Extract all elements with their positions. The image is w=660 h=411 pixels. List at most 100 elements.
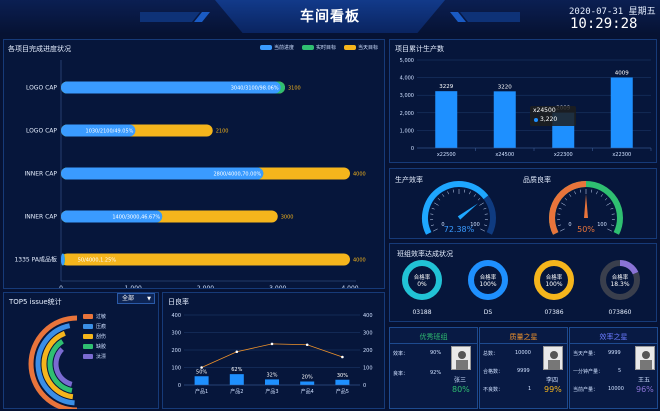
ring-label: 合格率	[546, 273, 563, 281]
gauge-progress	[549, 181, 587, 235]
bar-progress-label: 50/4000,1.25%	[78, 258, 116, 264]
y-tick-label: 0	[178, 383, 181, 389]
production-panel-title: 项目累计生产数	[395, 45, 444, 53]
card-person: 王五	[638, 377, 651, 384]
gauge-tick	[611, 224, 615, 226]
card-row-value: 5	[618, 368, 622, 374]
bar-target-label: 3000	[281, 215, 294, 221]
yield-value-label: 62%	[231, 367, 242, 373]
card-row-value: 10000	[515, 350, 531, 356]
yield-line-point	[235, 350, 239, 354]
issue-legend-label: 压痕	[96, 324, 107, 330]
gauge-tick	[473, 194, 476, 197]
issue-swatch-2	[83, 334, 93, 339]
gauge-tick	[604, 197, 608, 201]
issue-arc	[47, 339, 73, 393]
y-tick-label: 300	[171, 331, 181, 337]
issue-legend-label: 刮伤	[96, 334, 107, 340]
bar-current-progress	[61, 253, 65, 266]
card-title: 效率之星	[599, 333, 628, 341]
card-divider	[390, 343, 477, 344]
x-tick-label: x24500	[495, 152, 514, 158]
yield-value-label: 20%	[302, 375, 313, 381]
quality-gauge: 0 100	[549, 181, 623, 235]
gauge-tick	[557, 224, 561, 226]
category-label: LOGO CAP	[26, 128, 57, 135]
x-tick-label: 0	[59, 285, 63, 288]
category-label: 1335 PA成品板	[14, 256, 57, 264]
legend-swatch-current	[260, 45, 272, 50]
bar-current-progress	[61, 81, 281, 94]
yield-chart: 0 0 100 100 200 200 300 300 400 400 50% 产品1 62% 产品2 32…	[171, 313, 372, 395]
card-percent: 96%	[636, 385, 654, 394]
gauge-tick	[606, 202, 611, 206]
yield-line-point	[270, 342, 274, 346]
yield-bar	[335, 379, 350, 385]
production-value-label: 3220	[498, 84, 512, 90]
yield-panel-title: 日良率	[168, 298, 189, 306]
y-tick-label: 2,000	[400, 111, 414, 117]
card-efficiency-star: 效率之星 当天产量： 9999 一分钟产量： 5 当前产量： 10000 王五 …	[569, 327, 658, 409]
gauge-tick	[607, 228, 612, 232]
left-header-deco	[140, 12, 210, 22]
yield-value-label: 32%	[266, 372, 277, 378]
gauge-tick	[469, 191, 471, 195]
ring-name: 07386	[544, 309, 563, 316]
issue-rose-chart	[28, 315, 78, 409]
x-tick-label: 1,000	[125, 285, 142, 288]
issue-swatch-1	[83, 324, 93, 329]
ring-label: 合格率	[480, 273, 497, 281]
legend-swatch-realtime	[302, 45, 314, 50]
issue-arc	[53, 347, 73, 387]
legend-label-current: 当前进度	[274, 45, 295, 51]
issue-swatch-0	[83, 314, 93, 319]
y-tick-label: 200	[171, 348, 181, 354]
progress-chart: 0 1,000 2,000 3,000 4,000 LOGO CAP 3040/3100/9…	[14, 60, 366, 288]
gauge-max-label: 100	[470, 222, 480, 228]
bar-current-progress	[61, 124, 136, 137]
bar-progress-label: 1030/2100/49.05%	[86, 129, 134, 135]
card-row-label: 当前产量：	[573, 387, 599, 393]
gauge-min-label: 0	[441, 222, 444, 228]
issue-panel-title: TOP5 issue统计	[9, 298, 62, 306]
issue-legend-label: 缺胶	[96, 344, 107, 350]
production-bar	[435, 91, 458, 148]
gauge-tick	[447, 191, 449, 195]
ring-label: 合格率	[612, 273, 629, 281]
quality-title: 品质良率	[523, 176, 551, 184]
gauge-tick	[464, 189, 466, 193]
issue-legend-label: 过敏	[96, 314, 107, 320]
quality-value: 50%	[577, 225, 595, 234]
efficiency-gauge: 0 100	[422, 181, 496, 235]
right-header-deco	[450, 12, 520, 22]
ring-name: DS	[484, 309, 493, 316]
y-tick-label: 100	[171, 366, 181, 372]
y-tick-label: 400	[171, 313, 181, 319]
card-title: 质量之星	[509, 333, 538, 341]
ring-progress	[468, 260, 508, 300]
x-tick-label: 产品3	[265, 388, 278, 395]
efficiency-value: 72.38%	[443, 225, 475, 234]
x-tick-label: 产品4	[301, 388, 314, 395]
issue-arc	[35, 323, 75, 406]
legend-swatch-daily	[344, 45, 356, 50]
issue-legend: 过敏 压痕 刮伤 缺胶 汰漂	[83, 313, 143, 373]
y-tick-label: 1,000	[400, 128, 414, 134]
card-percent: 99%	[544, 385, 562, 394]
gauge-tick	[437, 197, 441, 201]
issue-swatch-4	[83, 354, 93, 359]
bar-daily-target	[61, 253, 350, 266]
gauge-tick	[479, 202, 484, 206]
production-value-label: 3229	[439, 84, 453, 90]
yield-bar	[265, 379, 279, 385]
ring-progress	[402, 260, 442, 300]
progress-panel	[3, 39, 385, 289]
bar-target-label: 4000	[353, 258, 366, 264]
issue-filter-select[interactable]: 全部 ▼	[117, 293, 155, 304]
y-tick-label: 0	[411, 146, 414, 152]
team-panel	[389, 243, 657, 322]
ring-label: 合格率	[414, 273, 431, 281]
issue-legend-label: 汰漂	[96, 354, 107, 360]
page-title: 车间看板	[300, 9, 360, 25]
legend-label-daily: 当天目标	[358, 45, 379, 51]
